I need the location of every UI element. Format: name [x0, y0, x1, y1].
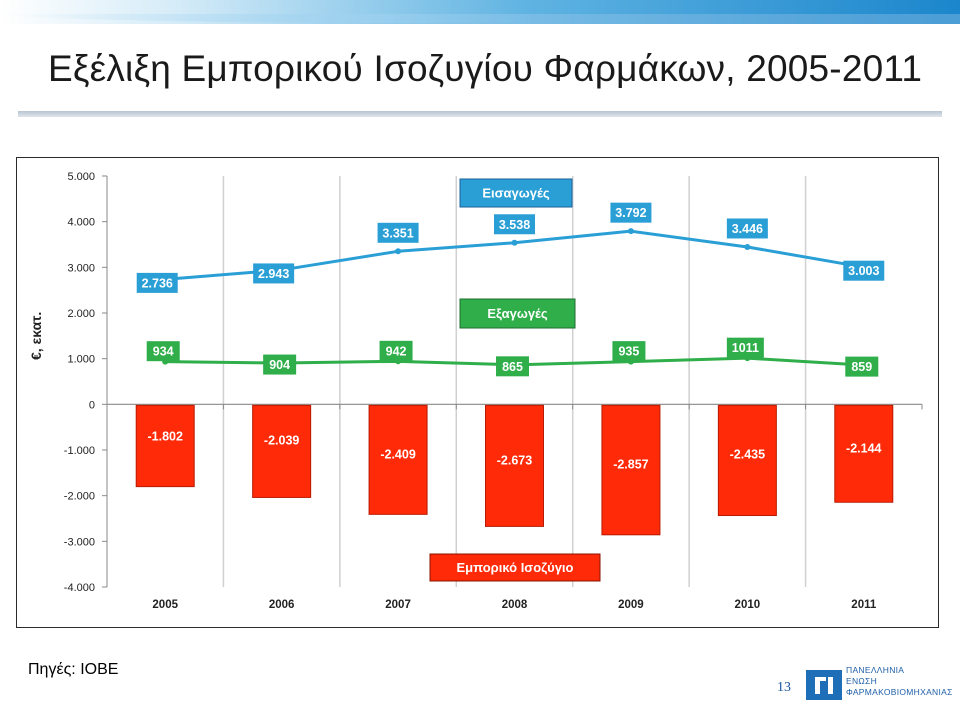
exports-data-label-text: 904	[269, 358, 290, 372]
balance-data-label: -2.144	[846, 441, 881, 455]
imports-data-label-box	[726, 218, 768, 239]
imports-line-point	[511, 239, 518, 246]
balance-data-label: -2.435	[730, 447, 765, 461]
balance-bar	[601, 404, 661, 536]
x-tick-label: 2007	[385, 599, 411, 611]
exports-data-label-text: 934	[153, 345, 174, 359]
y-tick-label: -3.000	[64, 536, 95, 548]
logo-line: ΠΑΝΕΛΛΗΝΙΑ	[846, 665, 905, 675]
imports-data-label-text: 3.351	[382, 226, 413, 240]
imports-data-label: 3.792	[610, 202, 652, 223]
exports-data-label-box	[612, 341, 646, 362]
legend-imports-box	[459, 178, 573, 208]
y-tick-label: 2.000	[67, 308, 95, 320]
y-tick-label: -2.000	[64, 491, 95, 503]
exports-data-label: 859	[845, 356, 879, 377]
imports-data-label: 3.538	[494, 214, 535, 235]
association-logo-text: ΠΑΝΕΛΛΗΝΙΑ ΕΝΩΣΗ ΦΑΡΜΑΚΟΒΙΟΜΗΧΑΝΙΑΣ	[846, 665, 953, 698]
exports-data-label: 935	[612, 341, 646, 362]
imports-data-label: 2.736	[136, 272, 178, 293]
x-tick-label: 2011	[851, 599, 877, 611]
imports-data-label-text: 3.446	[732, 222, 763, 236]
slide-title: Εξέλιξη Εμπορικού Ισοζυγίου Φαρμάκων, 20…	[48, 48, 923, 89]
y-tick-label: 1.000	[67, 354, 95, 366]
association-logo-icon	[806, 670, 842, 700]
legend-balance: Εμπορικό Ισοζύγιο	[429, 553, 601, 582]
x-tick-label: 2008	[502, 599, 528, 611]
y-tick-label: 5.000	[67, 171, 95, 183]
balance-data-label: -2.673	[497, 453, 532, 467]
exports-data-label-box	[496, 356, 529, 377]
imports-data-label-box	[377, 222, 419, 243]
source-note: Πηγές: ΙΟΒΕ	[28, 661, 119, 678]
exports-data-label: 904	[263, 354, 297, 375]
balance-data-label: -2.409	[380, 447, 415, 461]
y-tick-label: 3.000	[67, 262, 95, 274]
balance-bar	[834, 404, 894, 503]
exports-data-label-box	[379, 340, 413, 361]
title-divider	[18, 111, 942, 117]
exports-data-label: 942	[379, 340, 413, 361]
x-tick-label: 2006	[269, 599, 295, 611]
legend-exports-text: Εξαγωγές	[487, 306, 548, 321]
x-tick-label: 2009	[618, 599, 644, 611]
imports-line-point	[395, 248, 402, 255]
trade-balance-chart: 5.000 4.000 3.000 2.000 1.000 0 -1.000 -2.000 -3…	[28, 171, 923, 611]
exports-data-label-box	[146, 341, 180, 362]
imports-data-label-box	[494, 214, 535, 235]
imports-data-label: 3.351	[377, 222, 419, 243]
imports-line-point	[744, 243, 751, 250]
balance-data-label: -2.857	[613, 457, 648, 471]
imports-data-label-box	[843, 260, 885, 281]
exports-data-label-box	[263, 354, 297, 375]
y-tick-label: 0	[89, 399, 95, 411]
balance-bar	[485, 404, 544, 527]
imports-data-label: 3.446	[726, 218, 768, 239]
legend-balance-text: Εμπορικό Ισοζύγιο	[457, 560, 574, 575]
header-band-accent	[0, 14, 960, 24]
imports-data-label-box	[253, 263, 295, 284]
y-axis-title: €, εκατ.	[28, 312, 44, 360]
balance-data-label: -2.039	[264, 433, 299, 447]
exports-data-label-box	[726, 337, 764, 358]
exports-data-label: 934	[146, 341, 180, 362]
balance-bar	[368, 404, 428, 515]
legend-imports: Εισαγωγές	[459, 178, 573, 208]
imports-data-label: 2.943	[253, 263, 295, 284]
exports-data-label: 865	[496, 356, 529, 377]
legend-imports-text: Εισαγωγές	[482, 186, 549, 201]
x-tick-label: 2010	[735, 599, 761, 611]
exports-data-label-text: 942	[386, 344, 407, 358]
imports-line-point	[627, 228, 634, 235]
balance-bar	[135, 404, 195, 488]
exports-data-label-text: 1011	[732, 341, 759, 355]
y-tick-label: 4.000	[67, 217, 95, 229]
imports-data-label-text: 2.943	[258, 267, 289, 281]
y-tick-label: -4.000	[64, 582, 95, 594]
y-tick-label: -1.000	[64, 445, 95, 457]
logo-line: ΕΝΩΣΗ	[846, 676, 878, 686]
balance-data-label: -1.802	[147, 429, 182, 443]
exports-data-label: 1011	[726, 337, 764, 358]
imports-data-label: 3.003	[843, 260, 885, 281]
legend-exports-box	[459, 298, 576, 329]
page-number: 13	[777, 680, 791, 695]
legend-balance-box	[429, 553, 601, 582]
balance-bar	[252, 404, 312, 498]
exports-data-label-text: 859	[851, 360, 872, 374]
exports-data-label-text: 865	[502, 360, 523, 374]
imports-data-label-text: 2.736	[142, 276, 173, 290]
chart-frame: 5.000 4.000 3.000 2.000 1.000 0 -1.000 -2.000 -3…	[16, 157, 939, 628]
x-tick-label: 2005	[152, 599, 178, 611]
imports-data-label-text: 3.538	[499, 218, 530, 232]
balance-bar	[717, 404, 777, 517]
logo-line: ΦΑΡΜΑΚΟΒΙΟΜΗΧΑΝΙΑΣ	[846, 687, 953, 697]
imports-data-label-text: 3.792	[615, 206, 646, 220]
imports-data-label-text: 3.003	[848, 264, 879, 278]
exports-data-label-text: 935	[618, 345, 639, 359]
exports-data-label-box	[845, 356, 879, 377]
legend-exports: Εξαγωγές	[459, 298, 576, 329]
imports-data-label-box	[136, 272, 178, 293]
imports-data-label-box	[610, 202, 652, 223]
